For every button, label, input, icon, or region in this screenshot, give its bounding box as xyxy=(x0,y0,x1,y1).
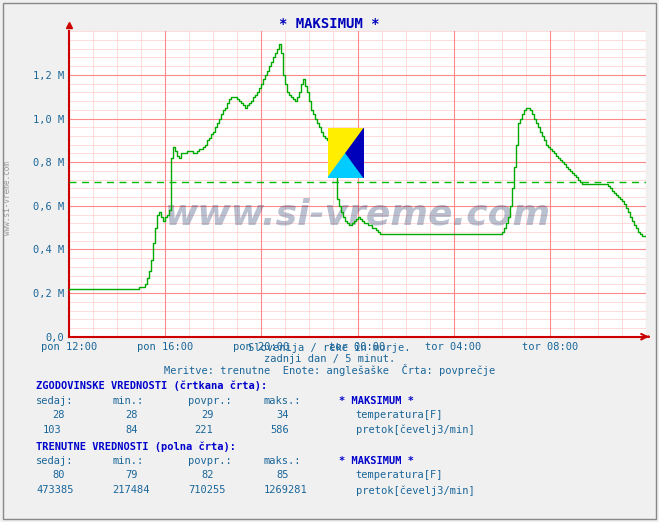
Polygon shape xyxy=(346,128,364,178)
Text: * MAKSIMUM *: * MAKSIMUM * xyxy=(339,396,415,406)
Text: temperatura[F]: temperatura[F] xyxy=(356,470,444,480)
Text: maks.:: maks.: xyxy=(264,456,301,466)
Text: 28: 28 xyxy=(125,410,138,420)
Text: min.:: min.: xyxy=(112,396,143,406)
Text: 82: 82 xyxy=(201,470,214,480)
Polygon shape xyxy=(328,128,364,178)
Polygon shape xyxy=(328,153,364,178)
Text: 103: 103 xyxy=(43,425,61,435)
Text: * MAKSIMUM *: * MAKSIMUM * xyxy=(279,17,380,31)
Text: 221: 221 xyxy=(194,425,213,435)
Text: povpr.:: povpr.: xyxy=(188,456,231,466)
Text: 34: 34 xyxy=(277,410,289,420)
Text: 29: 29 xyxy=(201,410,214,420)
Text: ZGODOVINSKE VREDNOSTI (črtkana črta):: ZGODOVINSKE VREDNOSTI (črtkana črta): xyxy=(36,380,268,390)
Text: 85: 85 xyxy=(277,470,289,480)
Text: sedaj:: sedaj: xyxy=(36,396,74,406)
Text: sedaj:: sedaj: xyxy=(36,456,74,466)
Text: pretok[čevelj3/min]: pretok[čevelj3/min] xyxy=(356,425,474,435)
Text: www.si-vreme.com: www.si-vreme.com xyxy=(165,197,550,232)
Text: povpr.:: povpr.: xyxy=(188,396,231,406)
Text: 586: 586 xyxy=(270,425,289,435)
Text: Slovenija / reke in morje.: Slovenija / reke in morje. xyxy=(248,343,411,353)
Text: maks.:: maks.: xyxy=(264,396,301,406)
Text: 710255: 710255 xyxy=(188,485,225,495)
Text: 473385: 473385 xyxy=(36,485,74,495)
Text: 1269281: 1269281 xyxy=(264,485,307,495)
Text: 79: 79 xyxy=(125,470,138,480)
Text: * MAKSIMUM *: * MAKSIMUM * xyxy=(339,456,415,466)
Text: 80: 80 xyxy=(53,470,65,480)
Text: TRENUTNE VREDNOSTI (polna črta):: TRENUTNE VREDNOSTI (polna črta): xyxy=(36,441,236,452)
Text: 217484: 217484 xyxy=(112,485,150,495)
Text: 28: 28 xyxy=(53,410,65,420)
Text: temperatura[F]: temperatura[F] xyxy=(356,410,444,420)
Text: pretok[čevelj3/min]: pretok[čevelj3/min] xyxy=(356,485,474,495)
Text: Meritve: trenutne  Enote: anglešaške  Črta: povprečje: Meritve: trenutne Enote: anglešaške Črta… xyxy=(164,364,495,376)
Text: min.:: min.: xyxy=(112,456,143,466)
Text: 84: 84 xyxy=(125,425,138,435)
Text: www.si-vreme.com: www.si-vreme.com xyxy=(3,161,13,235)
Text: zadnji dan / 5 minut.: zadnji dan / 5 minut. xyxy=(264,354,395,364)
